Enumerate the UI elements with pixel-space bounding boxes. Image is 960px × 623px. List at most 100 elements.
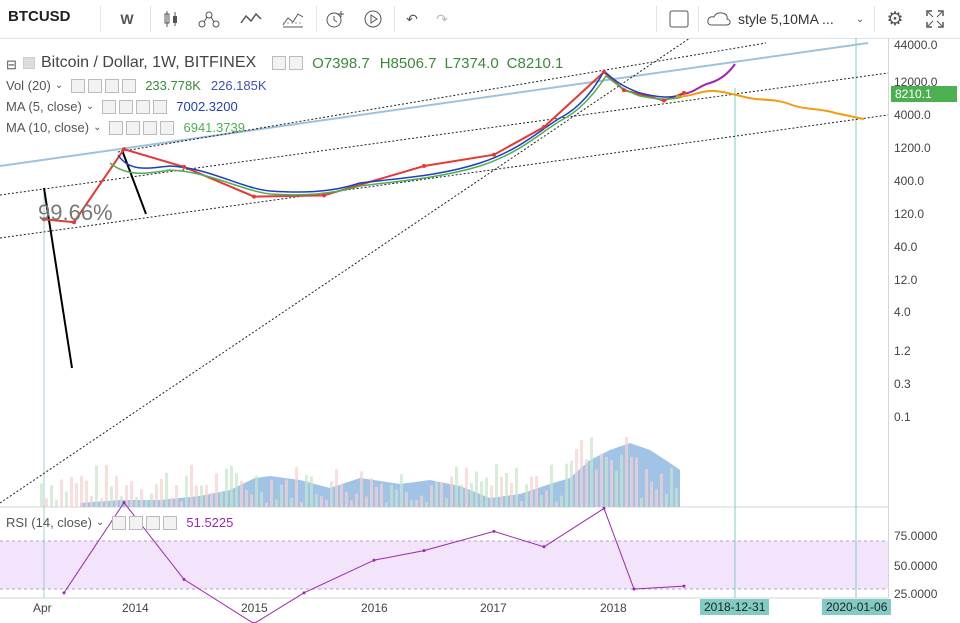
add-icon[interactable]: [146, 515, 161, 530]
volume-bar: [290, 497, 293, 507]
volume-bar: [90, 495, 93, 507]
volume-bar: [215, 473, 218, 507]
close-icon[interactable]: [163, 515, 178, 530]
settings-icon[interactable]: [88, 78, 103, 93]
add-icon[interactable]: [105, 78, 120, 93]
volume-bar: [70, 476, 73, 507]
toolbar: BTCUSD W ↶ ↷ style 5,10MA ... ⌄ ⚙: [0, 0, 960, 39]
add-icon[interactable]: [143, 120, 158, 135]
volume-bar: [430, 485, 433, 507]
cloud-icon[interactable]: [704, 6, 734, 32]
volume-bar: [655, 489, 658, 507]
more-icon[interactable]: [289, 56, 304, 70]
volume-bar: [210, 492, 213, 507]
chevron-down-icon[interactable]: ⌄: [855, 13, 865, 25]
volume-bar: [530, 476, 533, 507]
volume-bar: [150, 493, 153, 507]
dotted-trendline-diagonal[interactable]: [0, 38, 691, 504]
volume-bar: [580, 439, 583, 507]
volume-bar: [185, 475, 188, 507]
eye-icon[interactable]: [272, 56, 287, 70]
volume-bar: [85, 480, 88, 507]
price-point: [682, 90, 686, 95]
rsi-point: [372, 558, 376, 562]
chart-layout-name[interactable]: style 5,10MA ...: [738, 11, 834, 27]
collapse-icon[interactable]: ⊟: [6, 57, 17, 72]
templates-icon[interactable]: [278, 6, 308, 32]
chevron-down-icon[interactable]: ⌄: [85, 101, 95, 112]
projection-purple[interactable]: [681, 63, 736, 95]
volume-bar: [40, 483, 43, 507]
volume-bar: [135, 496, 138, 507]
rsi-line: [63, 501, 685, 623]
eye-icon[interactable]: [71, 78, 86, 93]
toolbar-divider: [874, 6, 875, 32]
indicators-icon[interactable]: [236, 6, 266, 32]
undo-icon[interactable]: ↶: [406, 10, 418, 27]
symbol-button[interactable]: BTCUSD: [8, 8, 71, 25]
volume-bar: [545, 490, 548, 507]
volume-bar: [160, 478, 163, 507]
replay-icon[interactable]: [360, 6, 386, 32]
volume-bar: [230, 465, 233, 507]
date-tag-2018-12-31[interactable]: 2018-12-31: [700, 599, 770, 615]
crash-annotation-line-1[interactable]: [43, 187, 73, 369]
drop-annotation[interactable]: 99.66%: [38, 200, 113, 225]
price-point: [182, 164, 186, 169]
rsi-value: 51.5225: [186, 515, 234, 530]
eye-icon[interactable]: [102, 99, 117, 114]
eye-icon[interactable]: [112, 515, 127, 530]
price-point: [122, 147, 126, 152]
volume-bar: [480, 481, 483, 507]
rsi-point: [602, 506, 606, 510]
volume-bar: [355, 493, 358, 507]
dotted-trendline-low[interactable]: [0, 114, 888, 239]
close-icon[interactable]: [122, 78, 137, 93]
chevron-down-icon[interactable]: ⌄: [93, 122, 102, 133]
price-chart[interactable]: [0, 38, 888, 623]
add-icon[interactable]: [136, 99, 151, 114]
toolbar-divider: [100, 6, 101, 32]
volume-bar: [590, 437, 593, 507]
interval-button[interactable]: W: [120, 11, 134, 27]
settings-icon[interactable]: [126, 120, 141, 135]
volume-bar: [100, 498, 103, 507]
compare-icon[interactable]: [194, 6, 224, 32]
price-point: [252, 194, 256, 199]
ma5-line: [117, 69, 683, 193]
settings-icon[interactable]: [129, 515, 144, 530]
chevron-down-icon[interactable]: ⌄: [54, 80, 64, 91]
dotted-trendline-top[interactable]: [117, 42, 767, 153]
volume-bar: [510, 482, 513, 507]
volume-bar: [630, 456, 633, 507]
candles-icon[interactable]: [158, 6, 184, 32]
close-icon[interactable]: [153, 99, 168, 114]
volume-bar: [200, 485, 203, 507]
volume-bar: [175, 484, 178, 507]
volume-bar: [345, 491, 348, 507]
volume-bar: [585, 459, 588, 507]
rsi-point: [182, 577, 186, 581]
redo-icon[interactable]: ↷: [436, 10, 448, 27]
time-tick: Apr: [33, 601, 52, 615]
expand-icon[interactable]: [922, 6, 948, 32]
projection-orange[interactable]: [675, 89, 865, 120]
volume-bar: [650, 481, 653, 507]
time-tick: 2015: [241, 601, 268, 615]
settings-icon[interactable]: [119, 99, 134, 114]
gear-icon[interactable]: ⚙: [886, 8, 904, 30]
fullscreen-box-icon[interactable]: [666, 6, 692, 32]
crash-annotation-line-2[interactable]: [121, 149, 147, 215]
date-tag-2020-01-06[interactable]: 2020-01-06: [822, 599, 892, 615]
volume-bar: [660, 473, 663, 507]
alert-icon[interactable]: [322, 6, 348, 32]
dotted-trendline-mid[interactable]: [0, 72, 888, 196]
price-axis[interactable]: [888, 38, 960, 598]
eye-icon[interactable]: [109, 120, 124, 135]
chevron-down-icon[interactable]: ⌄: [95, 517, 105, 528]
ohlc-low: L7374.0: [444, 54, 499, 72]
rsi-point: [492, 529, 496, 533]
upper-trendline-blue[interactable]: [0, 42, 869, 167]
close-icon[interactable]: [160, 120, 175, 135]
volume-bar: [665, 493, 668, 507]
